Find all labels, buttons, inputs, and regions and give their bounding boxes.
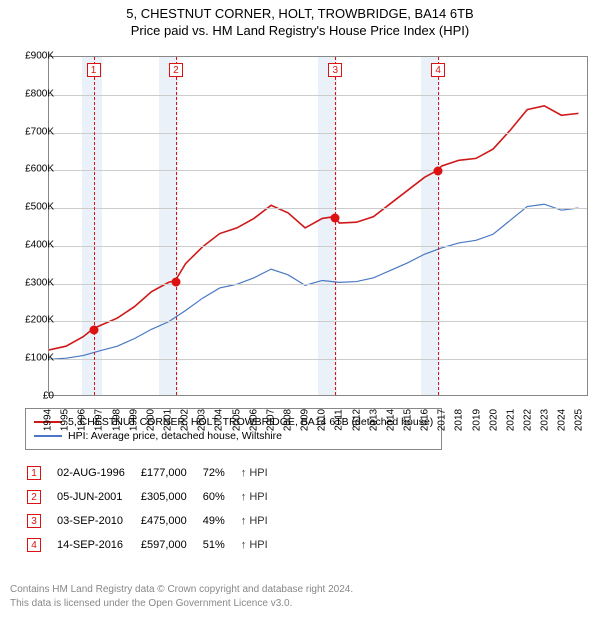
title-sub: Price paid vs. HM Land Registry's House … xyxy=(0,23,600,38)
chart-lines xyxy=(49,57,587,395)
events-tbody: 102-AUG-1996£177,00072%↑ HPI205-JUN-2001… xyxy=(27,462,282,556)
events-table: 102-AUG-1996£177,00072%↑ HPI205-JUN-2001… xyxy=(25,460,284,558)
legend-swatch-2 xyxy=(34,435,62,437)
event-row: 102-AUG-1996£177,00072%↑ HPI xyxy=(27,462,282,484)
footer-line2: This data is licensed under the Open Gov… xyxy=(10,597,353,611)
legend-label-2: HPI: Average price, detached house, Wilt… xyxy=(68,430,282,442)
event-row: 205-JUN-2001£305,00060%↑ HPI xyxy=(27,486,282,508)
chart-area: 1234 xyxy=(48,56,588,396)
title-main: 5, CHESTNUT CORNER, HOLT, TROWBRIDGE, BA… xyxy=(0,6,600,21)
footer: Contains HM Land Registry data © Crown c… xyxy=(10,583,353,610)
title-block: 5, CHESTNUT CORNER, HOLT, TROWBRIDGE, BA… xyxy=(0,0,600,38)
event-row: 303-SEP-2010£475,00049%↑ HPI xyxy=(27,510,282,532)
footer-line1: Contains HM Land Registry data © Crown c… xyxy=(10,583,353,597)
event-row: 414-SEP-2016£597,00051%↑ HPI xyxy=(27,534,282,556)
legend-row-2: HPI: Average price, detached house, Wilt… xyxy=(34,430,433,442)
